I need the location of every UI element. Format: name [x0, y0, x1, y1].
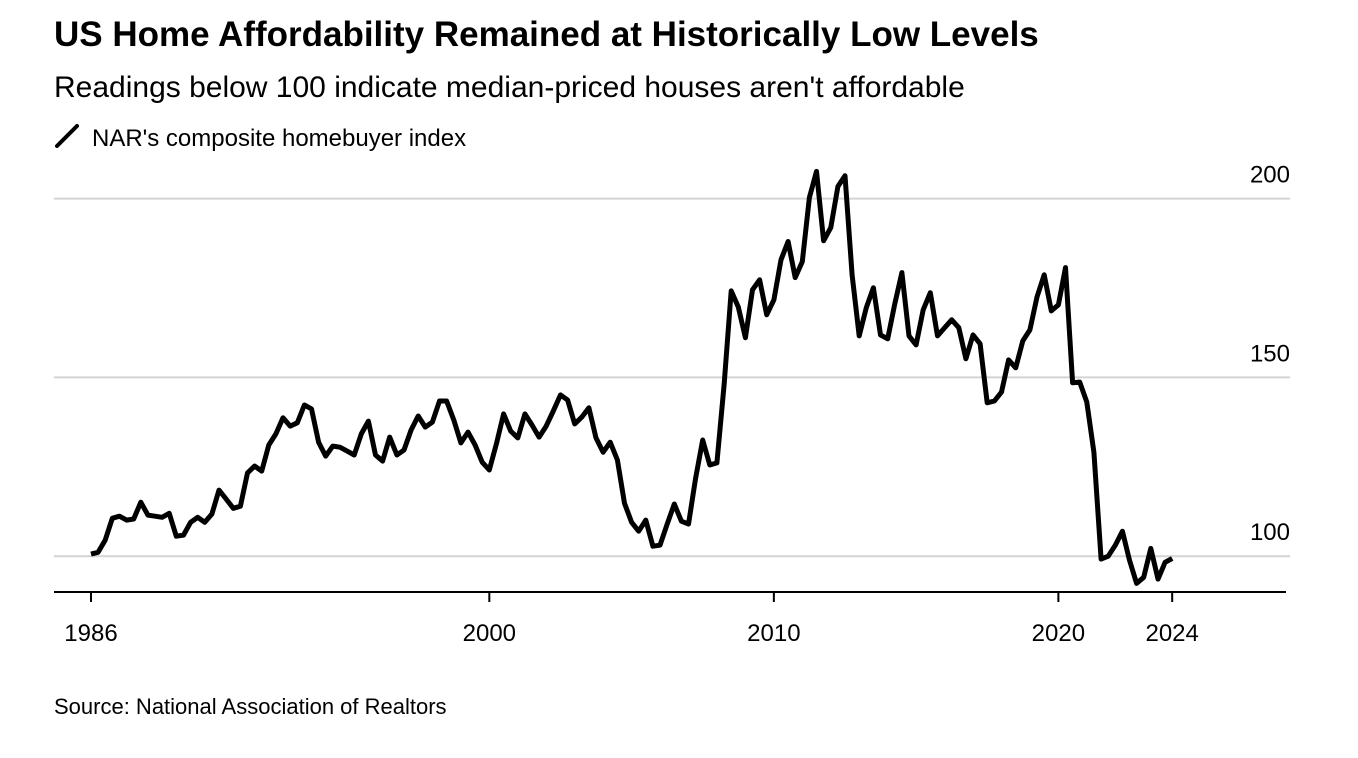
x-tick-label: 2010: [747, 620, 800, 647]
plot-area: 100 150 200 1986 2000 2010 2020 2024: [54, 162, 1290, 647]
x-tick-label: 2024: [1145, 620, 1198, 647]
x-tick-label: 1986: [64, 620, 117, 647]
y-tick-label: 200: [1250, 162, 1290, 189]
x-tick-label: 2000: [463, 620, 516, 647]
legend-swatch: [55, 124, 79, 148]
legend-label: NAR's composite homebuyer index: [92, 125, 466, 152]
y-tick-label: 150: [1250, 340, 1290, 367]
line-series: [90, 168, 1174, 586]
chart-subtitle: Readings below 100 indicate median-price…: [54, 71, 965, 104]
chart-title: US Home Affordability Remained at Histor…: [54, 15, 1039, 54]
y-tick-label: 100: [1250, 519, 1290, 546]
x-tick-label: 2020: [1032, 620, 1085, 647]
source-note: Source: National Association of Realtors: [54, 694, 447, 719]
